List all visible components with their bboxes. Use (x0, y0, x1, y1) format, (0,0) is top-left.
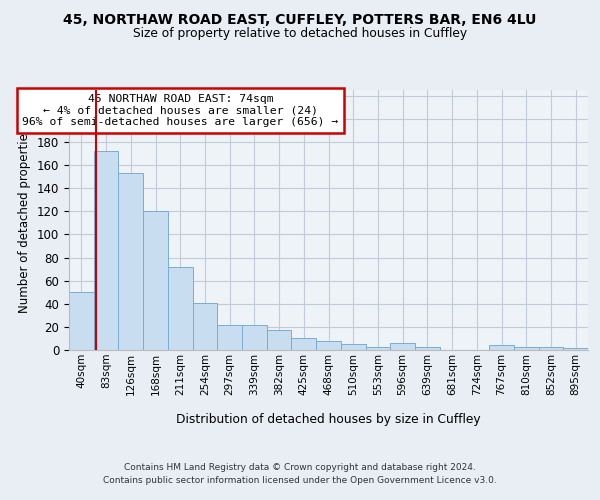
Bar (242, 324, 267, 350)
Text: Contains public sector information licensed under the Open Government Licence v3: Contains public sector information licen… (103, 476, 497, 485)
Bar (316, 341, 341, 350)
Text: Contains HM Land Registry data © Crown copyright and database right 2024.: Contains HM Land Registry data © Crown c… (124, 462, 476, 471)
Bar (539, 346, 563, 350)
Bar (292, 338, 316, 350)
Bar (267, 330, 292, 350)
Y-axis label: Number of detached properties: Number of detached properties (19, 127, 31, 313)
Bar (415, 346, 440, 350)
Bar (390, 343, 415, 350)
Text: Distribution of detached houses by size in Cuffley: Distribution of detached houses by size … (176, 412, 481, 426)
Bar (563, 348, 588, 350)
Text: Size of property relative to detached houses in Cuffley: Size of property relative to detached ho… (133, 28, 467, 40)
Bar (94, 151, 118, 350)
Bar (118, 173, 143, 350)
Bar (69, 292, 94, 350)
Text: 45 NORTHAW ROAD EAST: 74sqm
← 4% of detached houses are smaller (24)
96% of semi: 45 NORTHAW ROAD EAST: 74sqm ← 4% of deta… (22, 94, 339, 127)
Bar (193, 302, 217, 350)
Bar (217, 324, 242, 350)
Bar (143, 212, 168, 350)
Text: 45, NORTHAW ROAD EAST, CUFFLEY, POTTERS BAR, EN6 4LU: 45, NORTHAW ROAD EAST, CUFFLEY, POTTERS … (64, 12, 536, 26)
Bar (168, 267, 193, 350)
Bar (489, 346, 514, 350)
Bar (341, 344, 365, 350)
Bar (514, 346, 539, 350)
Bar (365, 346, 390, 350)
